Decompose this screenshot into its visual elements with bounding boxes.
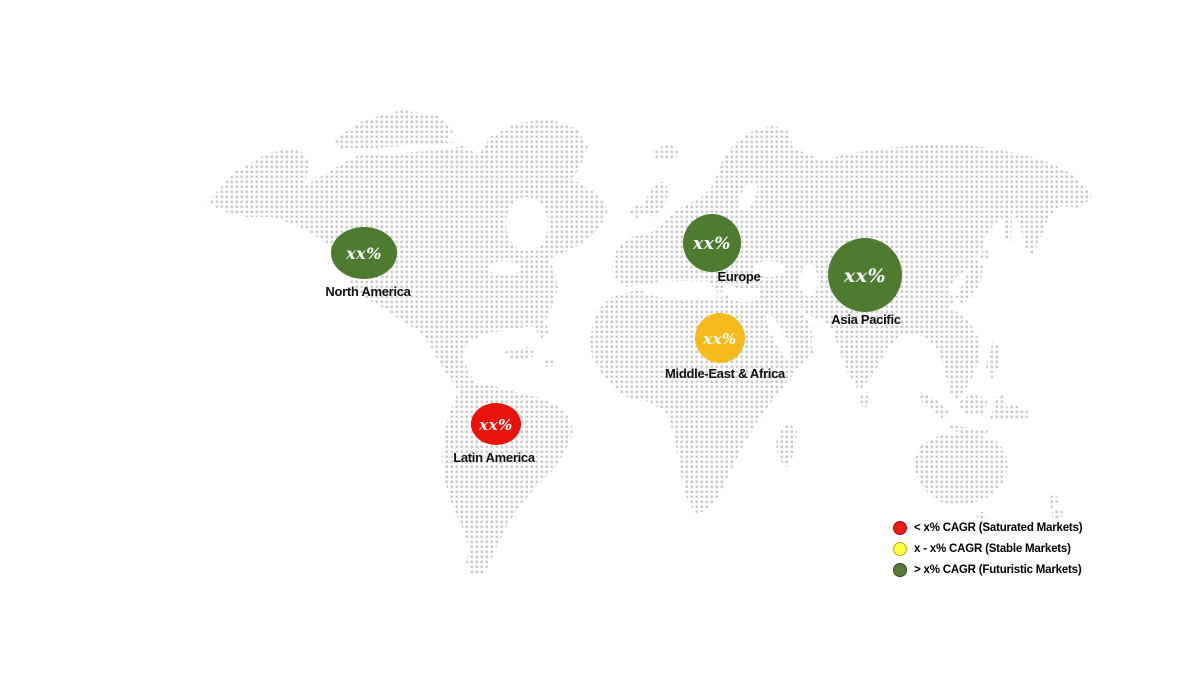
arctic-islands-east	[430, 150, 476, 178]
island-iceland	[652, 144, 681, 161]
sea-hudson-bay	[506, 197, 548, 251]
map-sea-overlays	[327, 144, 1019, 396]
bubble-asia-pacific-circle	[828, 238, 902, 312]
sea-north-sea	[668, 191, 680, 209]
bubble-europe-value: xx%	[692, 234, 731, 254]
sea-arabian-sea	[798, 360, 842, 396]
island-sri-lanka	[858, 392, 871, 409]
bubble-latin-america: xx% Latin America	[453, 403, 536, 465]
island-hispaniola	[543, 358, 557, 367]
bubble-asia-pacific-value: xx%	[843, 265, 886, 287]
sea-black-sea	[753, 261, 785, 277]
continent-greenland	[475, 119, 588, 212]
island-borneo	[959, 393, 988, 416]
legend-label-stable: x - x% CAGR (Stable Markets)	[914, 542, 1071, 555]
label-middle-east-africa: Middle-East & Africa	[665, 366, 786, 381]
sea-great-lakes	[489, 261, 521, 275]
bubble-north-america-value: xx%	[345, 244, 382, 263]
label-asia-pacific: Asia Pacific	[831, 312, 900, 327]
continent-australia	[915, 433, 1008, 506]
sea-persian-gulf	[811, 323, 827, 335]
sea-caspian	[800, 265, 818, 297]
island-java	[949, 425, 988, 436]
island-sumatra	[918, 392, 950, 419]
bubble-latin-america-circle	[471, 403, 521, 445]
label-north-america: North America	[325, 284, 411, 299]
bubble-latin-america-value: xx%	[478, 416, 513, 434]
island-hokkaido	[980, 248, 991, 261]
legend-dot-yellow-icon	[893, 541, 907, 556]
bubble-middle-east-africa-value: xx%	[702, 330, 737, 348]
label-europe: Europe	[718, 269, 761, 284]
legend-label-saturated: < x% CAGR (Saturated Markets)	[914, 521, 1083, 534]
map-continents	[207, 110, 1092, 576]
bubble-europe-circle	[683, 214, 741, 272]
legend-row-saturated: < x% CAGR (Saturated Markets)	[893, 520, 1083, 535]
sea-baltic	[738, 182, 758, 210]
legend-dot-green-icon	[893, 562, 907, 577]
legend-row-stable: x - x% CAGR (Stable Markets)	[893, 541, 1082, 556]
island-great-britain	[641, 181, 669, 217]
legend-label-futuristic: > x% CAGR (Futuristic Markets)	[914, 563, 1082, 576]
bubble-middle-east-africa: xx% Middle-East & Africa	[665, 313, 786, 381]
island-greece	[737, 262, 752, 285]
sea-mediterranean-east	[729, 288, 761, 302]
island-madagascar	[776, 423, 797, 467]
island-new-guinea	[990, 405, 1030, 421]
sea-arctic-channel	[327, 144, 463, 156]
legend-dot-red-icon	[893, 520, 907, 535]
island-cuba	[504, 347, 538, 361]
island-new-zealand-south	[1051, 507, 1064, 522]
sea-okhotsk	[985, 223, 1019, 263]
legend: < x% CAGR (Saturated Markets) x - x% CAG…	[893, 520, 1083, 583]
bubble-north-america: xx% North America	[325, 227, 412, 299]
sea-bay-of-bengal	[881, 342, 929, 394]
label-latin-america: Latin America	[453, 450, 536, 465]
sea-red-sea	[766, 314, 792, 360]
bubble-middle-east-africa-circle	[695, 313, 745, 363]
island-japan	[956, 258, 983, 306]
map-islands	[629, 144, 1064, 524]
legend-row-futuristic: > x% CAGR (Futuristic Markets)	[893, 562, 1082, 577]
island-tasmania	[976, 511, 987, 524]
bubble-asia-pacific: xx% Asia Pacific	[828, 238, 902, 327]
bubble-north-america-circle	[331, 227, 397, 279]
island-new-zealand-north	[1047, 493, 1059, 509]
continent-africa	[590, 289, 816, 513]
island-sakhalin	[1003, 212, 1012, 243]
region-bubbles: xx% North America xx% Europe xx% Asia Pa…	[325, 214, 902, 465]
arctic-islands-west	[334, 110, 454, 156]
island-philippines	[986, 340, 1001, 379]
island-ireland	[629, 202, 645, 219]
bubble-europe: xx% Europe	[683, 214, 761, 284]
